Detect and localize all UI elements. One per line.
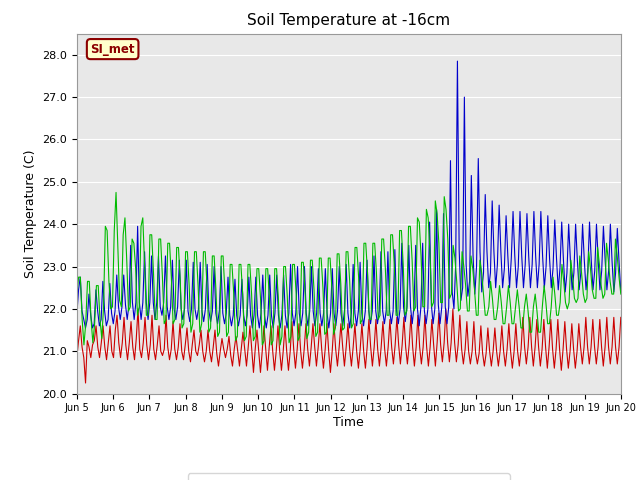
Legend: TC1_16Cm, TC2_16Cm, TC3_16Cm: TC1_16Cm, TC2_16Cm, TC3_16Cm: [188, 473, 509, 480]
Title: Soil Temperature at -16cm: Soil Temperature at -16cm: [247, 13, 451, 28]
X-axis label: Time: Time: [333, 416, 364, 429]
Y-axis label: Soil Temperature (C): Soil Temperature (C): [24, 149, 36, 278]
Text: SI_met: SI_met: [90, 43, 135, 56]
